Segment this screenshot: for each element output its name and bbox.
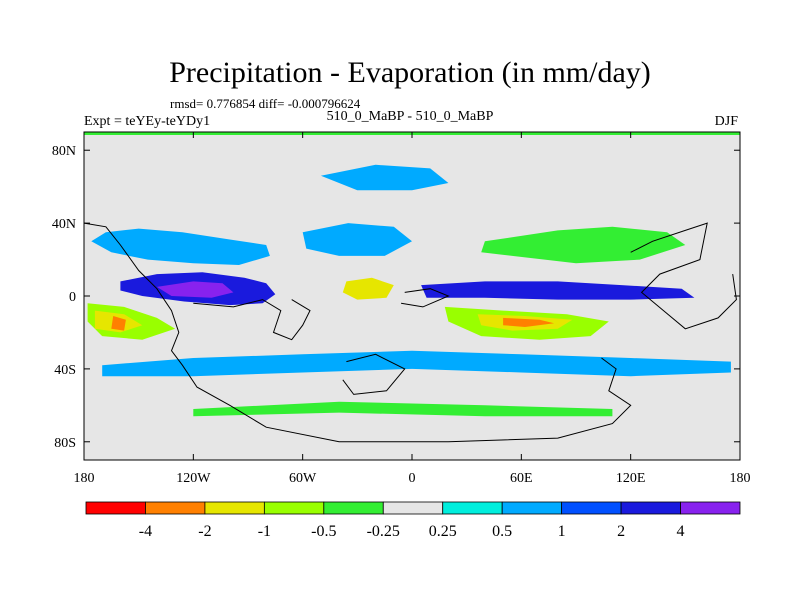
field-region-equatorial-band-blue <box>421 281 695 300</box>
stats-label: rmsd= 0.776854 diff= -0.000796624 <box>170 96 361 111</box>
left-label: Expt = teYEy-teYDy1 <box>84 114 210 129</box>
field-region-n-atlantic-teal <box>302 223 412 256</box>
chart-title: Precipitation - Evaporation (in mm/day) <box>169 56 651 89</box>
coastline-4 <box>630 222 737 330</box>
colorbar-swatch <box>680 501 741 515</box>
x-tick-label: 180 <box>730 471 751 486</box>
field-region-indian-ocean-red <box>503 317 555 327</box>
colorbar-swatch <box>442 501 503 515</box>
colorbar-label: -2 <box>198 523 211 540</box>
colorbar-swatch <box>204 501 265 515</box>
y-tick-label: 40S <box>54 363 76 378</box>
colorbar-label: 1 <box>558 523 566 540</box>
colorbar-label: 2 <box>617 523 625 540</box>
x-axis: 180 120W 60W 0 60E 120E 180 <box>74 132 751 486</box>
colorbar-swatch <box>263 501 325 515</box>
center-label: 510_0_MaBP - 510_0_MaBP <box>327 109 494 124</box>
colorbar-label: -0.5 <box>311 523 336 540</box>
colorbar-swatch <box>85 501 146 515</box>
coastline-1 <box>193 299 311 341</box>
coastline-3 <box>401 288 450 308</box>
colorbar: -4 -2 -1 -0.5 -0.25 0.25 0.5 1 2 4 <box>85 501 741 540</box>
colorbar-label: 4 <box>677 523 685 540</box>
colorbar-swatch <box>561 501 622 515</box>
field-region-antarctic-fringe <box>193 401 613 417</box>
right-label: DJF <box>715 114 739 129</box>
y-tick-label: 80S <box>54 436 76 451</box>
coastline-0 <box>83 222 632 443</box>
colorbar-swatch <box>620 501 681 515</box>
coastline-2 <box>342 353 406 395</box>
colorbar-swatch <box>501 501 563 515</box>
field-region-arctic-teal <box>320 164 449 191</box>
colorbar-label: 0.25 <box>429 523 457 540</box>
colorbar-swatch <box>382 501 444 515</box>
plot-area <box>83 131 741 461</box>
field-region-s-pacific-red <box>111 316 126 331</box>
x-tick-label: 180 <box>74 471 95 486</box>
y-tick-label: 80N <box>52 144 76 159</box>
colorbar-swatch <box>145 501 206 515</box>
x-tick-label: 60W <box>289 471 317 486</box>
y-tick-label: 0 <box>69 290 76 305</box>
field-region-atlantic-dry <box>342 277 394 300</box>
x-tick-label: 120E <box>616 471 646 486</box>
x-tick-label: 60E <box>510 471 533 486</box>
colorbar-label: -0.25 <box>367 523 400 540</box>
field-region-tropical-pacific-core <box>156 281 234 298</box>
y-axis: 80N 40N 0 40S 80S <box>52 144 740 451</box>
field-region-asia-green <box>481 226 686 264</box>
colorbar-label: -4 <box>139 523 152 540</box>
x-tick-label: 0 <box>409 471 416 486</box>
colorbar-swatch <box>323 501 384 515</box>
field-region-southern-ocean-band <box>102 350 731 377</box>
y-tick-label: 40N <box>52 217 76 232</box>
x-tick-label: 120W <box>176 471 211 486</box>
colorbar-label: 0.5 <box>492 523 512 540</box>
colorbar-label: -1 <box>258 523 271 540</box>
field-region-n-pacific-ridge <box>91 228 270 265</box>
